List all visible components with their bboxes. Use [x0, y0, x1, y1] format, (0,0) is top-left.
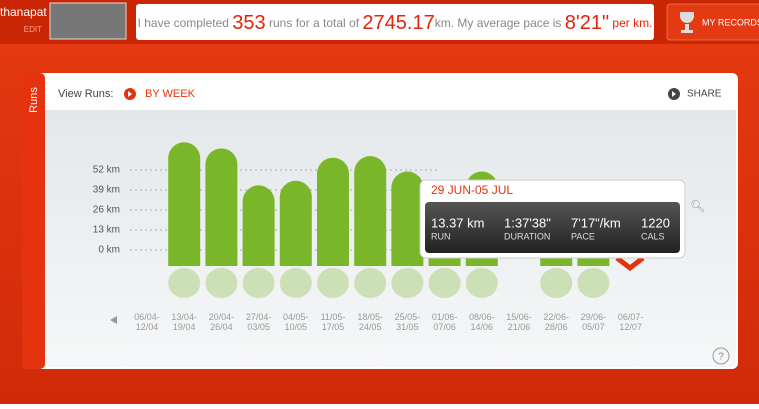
- help-label[interactable]: ?: [718, 352, 724, 363]
- x-tick-line: 25/05-: [395, 312, 421, 322]
- stat-label: RUN: [431, 231, 451, 241]
- summary-box: [136, 4, 654, 40]
- edit-link[interactable]: EDIT: [24, 25, 42, 34]
- x-tick-line: 14/06: [471, 322, 494, 332]
- x-tick-label: 04/05-10/05: [283, 312, 309, 332]
- x-tick-label: 18/05-24/05: [357, 312, 383, 332]
- stat-label: PACE: [571, 231, 595, 241]
- x-tick-line: 24/05: [359, 322, 382, 332]
- view-arrow: [128, 91, 132, 97]
- user-name: thanapat: [0, 5, 47, 19]
- x-tick-line: 17/05: [322, 322, 345, 332]
- bar-reflection: [242, 268, 275, 298]
- x-tick-line: 03/05: [247, 322, 270, 332]
- zoom-icon: 🔍︎: [690, 199, 705, 213]
- x-tick-line: 21/06: [508, 322, 531, 332]
- x-tick-line: 13/04-: [171, 312, 197, 322]
- stat-value: 7'17"/km: [571, 215, 621, 230]
- x-tick-line: 08/06-: [469, 312, 495, 322]
- view-mode[interactable]: BY WEEK: [145, 88, 196, 100]
- stat-value: 13.37 km: [431, 215, 484, 230]
- x-tick-line: 27/04-: [246, 312, 272, 322]
- x-tick-label: 08/06-14/06: [469, 312, 495, 332]
- bar-reflection: [540, 268, 573, 298]
- x-tick-label: 13/04-19/04: [171, 312, 197, 332]
- x-tick-line: 07/06: [433, 322, 456, 332]
- x-tick-line: 28/06: [545, 322, 568, 332]
- share-arrow: [672, 91, 676, 97]
- y-tick-label: 13 km: [93, 225, 120, 236]
- avatar[interactable]: [49, 2, 127, 40]
- x-tick-line: 26/04: [210, 322, 233, 332]
- x-tick-line: 29/06-: [581, 312, 607, 322]
- records-label[interactable]: MY RECORDS: [702, 17, 759, 27]
- x-tick-label: 11/05-17/05: [321, 312, 346, 332]
- x-tick-line: 05/07: [582, 322, 605, 332]
- x-tick-line: 19/04: [173, 322, 196, 332]
- x-tick-line: 11/05-: [321, 312, 346, 322]
- trophy-icon: [680, 12, 694, 33]
- y-tick-label: 52 km: [93, 165, 120, 176]
- x-tick-line: 12/07: [619, 322, 642, 332]
- bar: [242, 185, 275, 266]
- summary-text: I have completed 353 runs for a total of…: [138, 12, 653, 34]
- x-tick-label: 06/04-12/04: [134, 312, 160, 332]
- tooltip-title: 29 JUN-05 JUL: [431, 183, 513, 197]
- bar-reflection: [465, 268, 498, 298]
- bar-reflection: [428, 268, 461, 298]
- x-tick-label: 15/06-21/06: [506, 312, 532, 332]
- bar-reflection: [205, 268, 238, 298]
- x-tick-line: 20/04-: [209, 312, 235, 322]
- y-tick-label: 0 km: [98, 245, 120, 256]
- x-tick-line: 10/05: [285, 322, 308, 332]
- prev-arrow[interactable]: [110, 316, 117, 324]
- y-tick-label: 26 km: [93, 205, 120, 216]
- y-tick-label: 39 km: [93, 185, 120, 196]
- x-tick-line: 04/05-: [283, 312, 309, 322]
- stat-label: CALS: [641, 231, 665, 241]
- x-tick-label: 22/06-28/06: [543, 312, 569, 332]
- stat-value: 1220: [641, 215, 670, 230]
- view-label: View Runs:: [58, 88, 113, 100]
- stat-value: 1:37'38": [504, 215, 551, 230]
- bar-reflection: [391, 268, 424, 298]
- x-tick-line: 31/05: [396, 322, 419, 332]
- current-week-marker: [615, 256, 645, 272]
- bar: [168, 142, 201, 266]
- x-tick-line: 15/06-: [506, 312, 532, 322]
- bar: [279, 180, 312, 266]
- help-icon[interactable]: [712, 347, 730, 365]
- bar: [317, 157, 349, 266]
- bar-reflection: [354, 268, 387, 298]
- x-tick-line: 12/04: [136, 322, 159, 332]
- bar-reflection: [279, 268, 312, 298]
- bar-reflection: [317, 268, 349, 298]
- share-label[interactable]: SHARE: [687, 89, 722, 100]
- bar-reflection: [577, 268, 610, 298]
- tooltip-stats: [425, 202, 680, 253]
- x-tick-line: 06/07-: [618, 312, 644, 322]
- x-tick-label: 27/04-03/05: [246, 312, 272, 332]
- x-tick-label: 25/05-31/05: [395, 312, 421, 332]
- x-tick-line: 18/05-: [357, 312, 383, 322]
- plot: 0 km 13 km 26 km 39 km 52 km 06/04-12/04 13/04…: [93, 142, 644, 332]
- x-tick-line: 22/06-: [543, 312, 569, 322]
- stat-label: DURATION: [504, 231, 550, 241]
- x-tick-label: 06/07-12/07: [618, 312, 644, 332]
- x-tick-label: 20/04-26/04: [209, 312, 235, 332]
- bar-reflection: [168, 268, 201, 298]
- bar: [391, 171, 424, 266]
- x-tick-label: 29/06-05/07: [581, 312, 607, 332]
- bar: [354, 156, 387, 266]
- x-tick-label: 01/06-07/06: [432, 312, 458, 332]
- x-tick-line: 01/06-: [432, 312, 458, 322]
- bar: [205, 148, 238, 266]
- tab-label: Runs: [28, 87, 40, 113]
- panel-tab: [22, 73, 45, 369]
- x-tick-line: 06/04-: [134, 312, 160, 322]
